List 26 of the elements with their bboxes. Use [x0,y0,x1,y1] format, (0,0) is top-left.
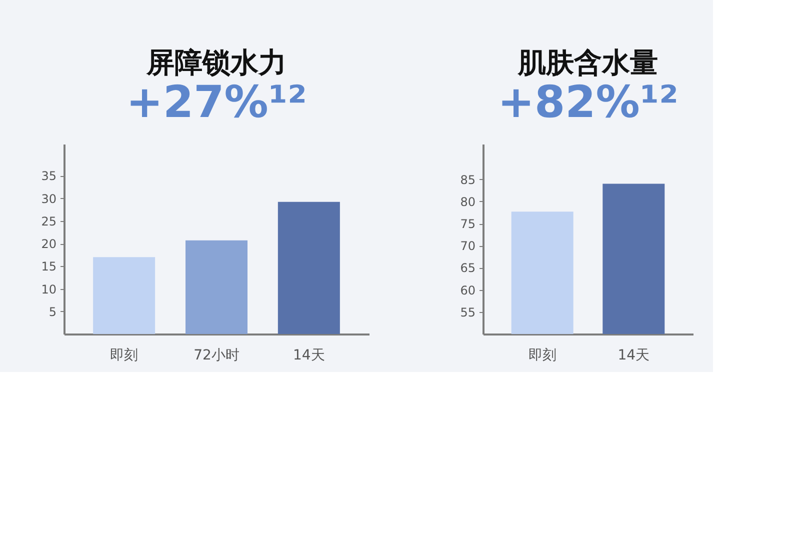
y-tick-label: 30 [41,192,56,206]
chart-title: 肌肤含水量 [517,46,658,79]
y-tick-label: 65 [460,261,476,276]
y-tick-label: 10 [41,282,56,296]
y-tick-label: 55 [460,305,476,320]
x-tick-label: 即刻 [528,348,556,364]
y-tick-label: 5 [48,304,56,319]
x-tick-label: 72小时 [194,348,240,364]
y-tick-label: 20 [41,237,56,252]
chart-subtitle: +27%¹² [126,77,307,128]
y-tick-label: 25 [41,214,56,228]
bar [186,240,248,334]
bar [278,202,340,334]
y-tick-label: 80 [460,194,476,209]
x-tick-label: 14天 [618,348,650,364]
y-tick-label: 70 [460,239,476,254]
y-tick-label: 35 [41,169,56,184]
chart-title: 屏障锁水力 [146,46,286,79]
chart-subtitle: +82%¹² [498,77,678,128]
bar [93,257,156,334]
y-tick-label: 75 [460,217,476,232]
x-tick-label: 即刻 [110,348,138,364]
y-tick-label: 15 [41,260,56,274]
x-tick-label: 14天 [293,348,325,364]
y-tick-label: 60 [460,283,476,298]
y-tick-label: 85 [460,172,476,187]
